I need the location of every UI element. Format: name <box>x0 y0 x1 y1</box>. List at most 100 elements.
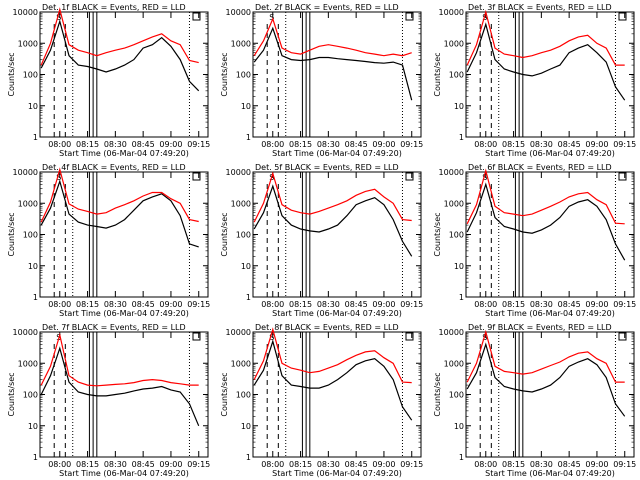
panel-title: Det. 6f BLACK = Events, RED = LLD <box>468 163 612 172</box>
x-tick-label: 08:00 <box>261 460 284 469</box>
marker-s: S <box>56 13 61 22</box>
events-series-line <box>40 346 200 427</box>
marker-t-box <box>192 12 201 21</box>
x-tick-label: 08:00 <box>474 300 497 309</box>
x-tick-label: 08:30 <box>317 460 340 469</box>
panel-3: Det. 3f BLACK = Events, RED = LLD 1 10 100 1… <box>433 3 636 158</box>
y-axis-label: Counts/sec <box>220 372 229 416</box>
x-tick-label: 09:15 <box>187 460 210 469</box>
x-tick-label: 08:45 <box>558 140 581 149</box>
panel-title: Det. 1f BLACK = Events, RED = LLD <box>42 3 186 12</box>
marker-s: S <box>56 173 61 182</box>
x-tick-label: 08:45 <box>132 140 155 149</box>
x-tick-label: 09:00 <box>372 140 395 149</box>
y-tick-label: 100 <box>23 231 38 240</box>
x-tick-label: 08:45 <box>132 300 155 309</box>
lld-series-line <box>253 327 412 384</box>
marker-s: S <box>269 333 274 342</box>
lld-series-line <box>253 171 412 223</box>
lld-series-line <box>40 167 199 223</box>
marker-t-box <box>192 172 201 181</box>
y-tick-label: 10000 <box>439 8 464 17</box>
marker-s: S <box>482 173 487 182</box>
y-tick-label: 1 <box>33 453 38 462</box>
x-tick-label: 09:15 <box>613 460 636 469</box>
y-tick-label: 10000 <box>226 168 251 177</box>
x-tick-label: 08:00 <box>261 300 284 309</box>
x-tick-label: 08:15 <box>76 140 99 149</box>
x-tick-label: 09:00 <box>159 300 182 309</box>
x-tick-label: 09:00 <box>585 300 608 309</box>
y-tick-label: 10 <box>454 102 464 111</box>
events-series-line <box>40 19 200 92</box>
panel-title: Det. 3f BLACK = Events, RED = LLD <box>468 3 612 12</box>
y-tick-label: 100 <box>449 391 464 400</box>
y-tick-label: 1 <box>33 133 38 142</box>
events-series-line <box>466 182 626 261</box>
y-tick-label: 1000 <box>18 359 38 368</box>
marker-t-box <box>192 332 201 341</box>
x-axis-label: Start Time (06-Mar-04 07:49:20) <box>485 309 615 318</box>
y-tick-label: 1 <box>459 293 464 302</box>
panel-9: Det. 9f BLACK = Events, RED = LLD 1 10 100 1… <box>433 323 636 478</box>
y-axis-label: Counts/sec <box>7 372 16 416</box>
x-tick-label: 09:00 <box>159 140 182 149</box>
y-tick-label: 10 <box>28 102 38 111</box>
y-tick-label: 10 <box>241 262 251 271</box>
lld-series-line <box>466 9 625 66</box>
marker-t-box <box>405 332 414 341</box>
x-axis-label: Start Time (06-Mar-04 07:49:20) <box>59 469 189 478</box>
x-axis-label: Start Time (06-Mar-04 07:49:20) <box>59 309 189 318</box>
y-tick-label: 10 <box>454 262 464 271</box>
y-tick-label: 10000 <box>226 328 251 337</box>
x-tick-label: 09:00 <box>159 460 182 469</box>
events-series-line <box>253 26 413 101</box>
y-axis-label: Counts/sec <box>7 52 16 96</box>
x-tick-label: 08:45 <box>345 300 368 309</box>
y-tick-label: 100 <box>236 231 251 240</box>
y-tick-label: 1 <box>459 453 464 462</box>
x-tick-label: 08:15 <box>502 460 525 469</box>
x-tick-label: 08:30 <box>530 140 553 149</box>
marker-t-box <box>618 172 627 181</box>
x-axis-label: Start Time (06-Mar-04 07:49:20) <box>272 469 402 478</box>
y-axis-label: Counts/sec <box>433 52 442 96</box>
x-tick-label: 08:15 <box>502 140 525 149</box>
x-axis-label: Start Time (06-Mar-04 07:49:20) <box>59 149 189 158</box>
y-tick-label: 10 <box>28 262 38 271</box>
panel-title: Det. 5f BLACK = Events, RED = LLD <box>255 163 399 172</box>
marker-t-box <box>405 172 414 181</box>
panel-2: Det. 2f BLACK = Events, RED = LLD 1 10 100 1… <box>220 3 423 158</box>
x-tick-label: 08:45 <box>558 460 581 469</box>
events-series-line <box>40 179 199 248</box>
y-tick-label: 100 <box>23 391 38 400</box>
x-tick-label: 08:00 <box>261 140 284 149</box>
y-tick-label: 10000 <box>13 8 38 17</box>
x-tick-label: 09:15 <box>613 140 636 149</box>
panel-4: Det. 4f BLACK = Events, RED = LLD 1 10 100 1… <box>7 163 210 318</box>
y-tick-label: 1000 <box>231 199 251 208</box>
x-tick-label: 09:00 <box>585 460 608 469</box>
x-tick-label: 09:15 <box>400 140 423 149</box>
y-tick-label: 10 <box>241 102 251 111</box>
x-tick-label: 09:15 <box>400 460 423 469</box>
y-tick-label: 10 <box>454 422 464 431</box>
panel-5: Det. 5f BLACK = Events, RED = LLD 1 10 100 1… <box>220 163 423 318</box>
x-tick-label: 09:00 <box>372 300 395 309</box>
y-tick-label: 10000 <box>13 328 38 337</box>
y-tick-label: 1000 <box>231 39 251 48</box>
y-axis-label: Counts/sec <box>433 372 442 416</box>
x-tick-label: 08:45 <box>345 140 368 149</box>
y-tick-label: 1 <box>246 453 251 462</box>
x-tick-label: 08:00 <box>474 140 497 149</box>
x-tick-label: 08:00 <box>48 300 71 309</box>
x-tick-label: 08:45 <box>345 460 368 469</box>
panel-6: Det. 6f BLACK = Events, RED = LLD 1 10 100 1… <box>433 163 636 318</box>
events-series-line <box>466 22 626 101</box>
events-series-line <box>253 184 413 257</box>
y-tick-label: 1000 <box>18 39 38 48</box>
y-axis-label: Counts/sec <box>7 212 16 256</box>
panel-title: Det. 7f BLACK = Events, RED = LLD <box>42 323 186 332</box>
y-tick-label: 10 <box>241 422 251 431</box>
x-tick-label: 08:00 <box>48 460 71 469</box>
